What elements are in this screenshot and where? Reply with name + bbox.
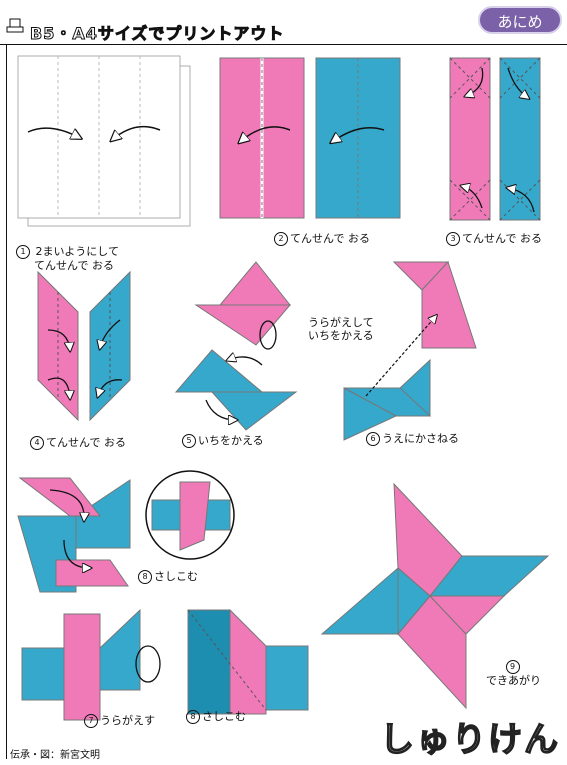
step-number: 9 <box>505 660 520 674</box>
step-text: うらがえす <box>100 714 155 727</box>
step-text: さしこむ <box>202 710 246 723</box>
left-divider <box>6 44 7 759</box>
step3-strips <box>449 57 541 221</box>
step-number: 5 <box>182 434 196 448</box>
step-2-label: 2 てんせんで おる <box>274 232 370 246</box>
step-text: うえにかさねる <box>382 432 459 445</box>
step6-pieces <box>343 261 477 441</box>
step-text: いちをかえる <box>308 329 374 342</box>
step-number: 8 <box>138 570 152 584</box>
header-divider <box>0 44 567 45</box>
step7-assembled <box>17 470 235 593</box>
step1-sheets <box>17 55 191 227</box>
step-text: 2まいようにして <box>35 245 119 258</box>
credit-text: 伝承・図：新宮文明 <box>10 750 100 761</box>
step7b-flip <box>21 608 161 721</box>
step-number: 7 <box>84 714 98 728</box>
step2-strips <box>219 57 401 219</box>
step-text: てんせんで おる <box>290 232 370 245</box>
step-number: 3 <box>446 232 460 246</box>
step5-pieces <box>174 261 298 431</box>
step-3-label: 3 てんせんで おる <box>446 232 542 246</box>
brand-badge[interactable]: あにめ <box>478 6 562 34</box>
step-5-note: うらがえして いちをかえる <box>308 316 374 342</box>
step-text: てんせんで おる <box>462 232 542 245</box>
step-text: うらがえして <box>308 316 374 329</box>
step4-shapes <box>37 270 131 422</box>
step-number: 1 <box>16 245 30 259</box>
step-5-label: 5 いちをかえる <box>182 434 264 448</box>
step-4-label: 4 てんせんで おる <box>30 436 126 450</box>
step-text: てんせんで おる <box>34 259 114 272</box>
step-number: 4 <box>30 436 44 450</box>
step-7b-label: 7 うらがえす <box>84 714 155 728</box>
step-number: 2 <box>274 232 288 246</box>
step-text: さしこむ <box>154 570 198 583</box>
step-text: いちをかえる <box>198 434 264 447</box>
step-7-label: 8 さしこむ <box>138 570 198 584</box>
step-1-label: 1 2まいようにして てんせんで おる <box>16 245 119 272</box>
finished-shuriken <box>320 482 550 710</box>
step-text: てんせんで おる <box>46 436 126 449</box>
title-art: しゅりけん <box>379 719 560 761</box>
step-number: 6 <box>366 432 380 446</box>
step8-insert <box>187 608 309 715</box>
step-number: 8 <box>186 710 200 724</box>
page-title: B5・A4サイズでプリントアウト <box>29 24 285 44</box>
step-9-label: 9 できあがり <box>486 660 541 687</box>
step-text: できあがり <box>486 674 541 687</box>
step-8-label: 8 さしこむ <box>186 710 246 724</box>
printer-icon <box>6 18 24 33</box>
step-6-label: 6 うえにかさねる <box>366 432 459 446</box>
